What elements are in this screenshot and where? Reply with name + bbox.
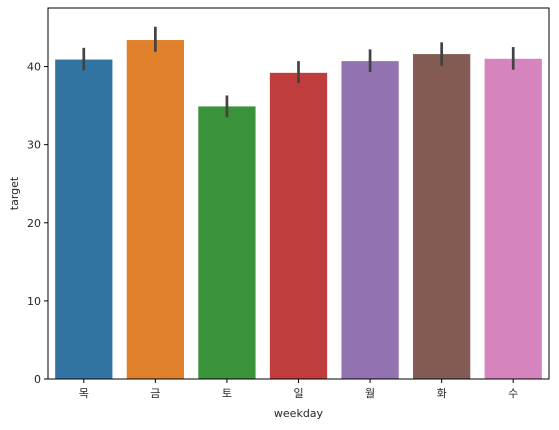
x-axis-label: weekday	[274, 407, 324, 420]
y-tick-label: 10	[27, 295, 41, 308]
error-bars-group	[82, 26, 515, 118]
x-tick-label: 토	[222, 387, 232, 400]
x-tick-label: 화	[437, 387, 447, 400]
y-tick-label: 0	[34, 373, 41, 386]
bar-1	[126, 40, 184, 379]
bar-4	[341, 61, 399, 380]
x-tick-label: 금	[150, 387, 160, 400]
bar-6	[484, 58, 542, 379]
y-tick-label: 30	[27, 139, 41, 152]
y-tick-label: 20	[27, 217, 41, 230]
bar-5	[413, 54, 471, 380]
y-axis-label: target	[8, 176, 21, 210]
x-tick-label: 월	[365, 387, 375, 400]
y-axis-ticks: 0 10 20 30 40	[27, 61, 48, 386]
bars-group	[55, 40, 542, 380]
x-tick-label: 수	[508, 387, 518, 400]
y-tick-label: 40	[27, 61, 41, 74]
x-tick-label: 목	[79, 387, 89, 400]
bar-0	[55, 59, 113, 380]
bar-2	[198, 106, 256, 379]
x-tick-label: 일	[293, 386, 303, 400]
bar-3	[269, 72, 328, 380]
